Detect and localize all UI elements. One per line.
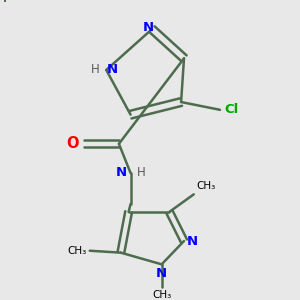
Text: N: N [187, 235, 198, 248]
Text: N: N [107, 64, 118, 76]
Text: N: N [142, 21, 154, 34]
Text: CH₃: CH₃ [152, 290, 171, 300]
Text: CH₃: CH₃ [196, 182, 216, 191]
Text: N: N [156, 267, 167, 280]
Text: Cl: Cl [225, 103, 239, 116]
Text: H: H [136, 167, 145, 179]
Text: H: H [91, 64, 100, 76]
Text: CH₃: CH₃ [68, 246, 87, 256]
Text: N: N [116, 167, 127, 179]
Text: O: O [67, 136, 79, 151]
